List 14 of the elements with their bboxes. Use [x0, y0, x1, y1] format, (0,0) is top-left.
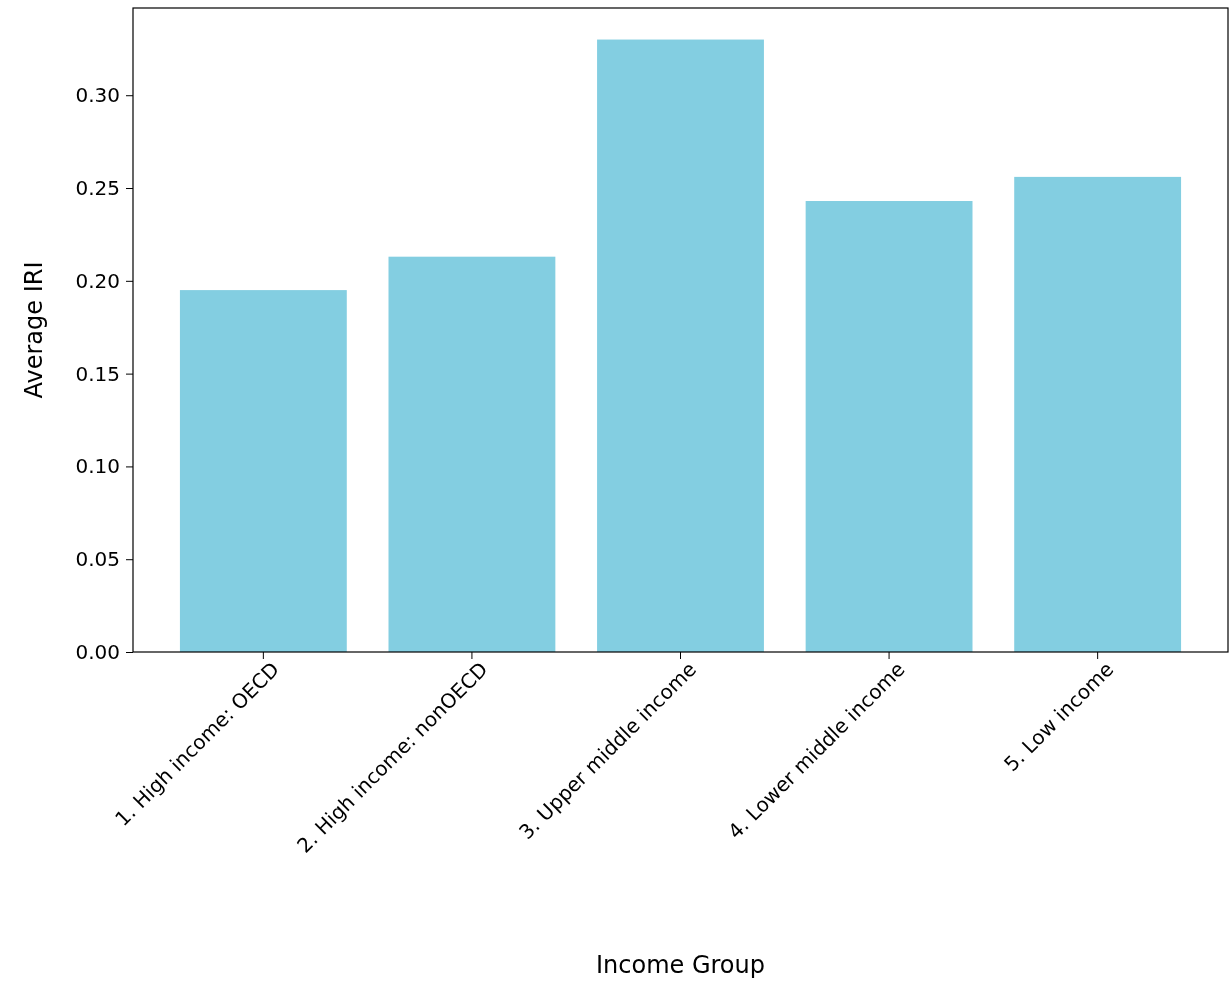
y-tick-label: 0.25: [75, 175, 120, 200]
y-tick-label: 0.00: [75, 639, 120, 664]
y-tick-label: 0.30: [75, 83, 120, 108]
bar: [179, 290, 347, 652]
y-tick-label: 0.15: [75, 361, 120, 386]
x-axis-title: Income Group: [595, 951, 766, 979]
y-tick-label: 0.20: [75, 268, 120, 293]
y-tick-label: 0.10: [75, 454, 120, 479]
bar: [1014, 176, 1182, 652]
y-axis-title: Average IRI: [20, 261, 48, 399]
bar: [805, 201, 973, 652]
bar: [388, 256, 556, 652]
y-tick-label: 0.05: [75, 547, 120, 572]
bar: [597, 39, 764, 652]
